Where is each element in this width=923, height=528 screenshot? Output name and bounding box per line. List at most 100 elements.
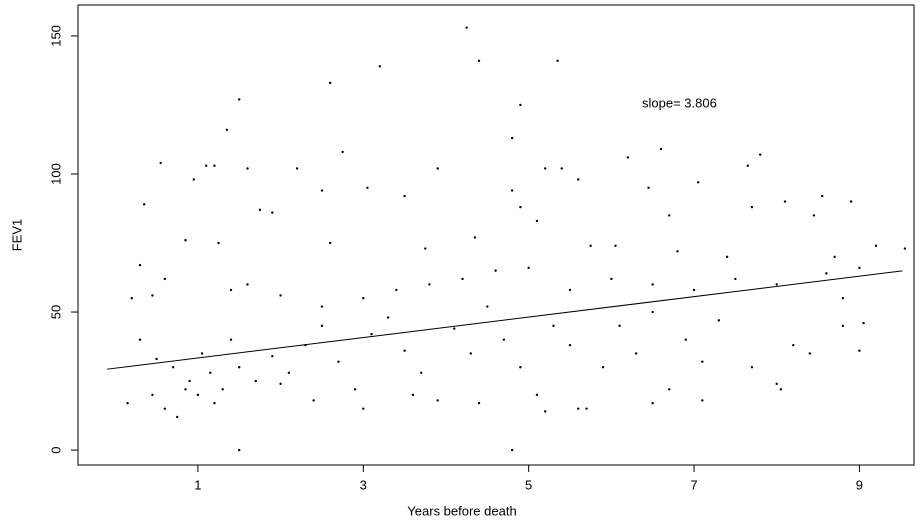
point	[614, 244, 617, 247]
point	[792, 343, 795, 347]
point	[585, 407, 588, 410]
point	[544, 167, 547, 170]
point	[626, 156, 630, 159]
point	[312, 399, 315, 402]
point	[386, 316, 390, 319]
point	[436, 399, 439, 402]
point	[428, 283, 431, 286]
point	[577, 178, 580, 181]
point	[229, 338, 233, 341]
y-tick-label: 50	[48, 305, 63, 319]
point	[821, 194, 824, 198]
point	[601, 366, 605, 369]
point	[775, 283, 778, 286]
point	[469, 352, 472, 355]
point	[424, 247, 427, 250]
point	[494, 269, 497, 272]
point	[238, 448, 241, 452]
point	[225, 128, 229, 132]
point	[188, 379, 191, 383]
point	[204, 164, 208, 167]
point	[320, 305, 324, 308]
point	[668, 214, 671, 217]
point	[519, 103, 522, 107]
annotation: slope= 3.806	[642, 95, 717, 110]
point	[527, 266, 530, 270]
point	[758, 153, 762, 156]
point	[320, 324, 324, 328]
point	[862, 321, 865, 325]
x-tick-label: 9	[856, 477, 863, 492]
x-tick-label: 1	[194, 477, 201, 492]
point	[841, 297, 845, 300]
point	[171, 366, 175, 369]
point	[419, 371, 423, 374]
point	[329, 241, 332, 245]
y-tick-label: 100	[48, 163, 63, 185]
point	[552, 324, 555, 328]
point	[184, 388, 187, 391]
point	[556, 59, 559, 62]
point	[651, 401, 654, 405]
point	[238, 366, 241, 369]
point	[163, 277, 167, 281]
point	[783, 200, 787, 203]
point	[610, 277, 613, 281]
point	[213, 164, 216, 167]
point	[858, 266, 861, 270]
x-tick-label: 7	[690, 477, 697, 492]
point	[874, 244, 878, 247]
point	[734, 277, 737, 281]
point	[659, 147, 663, 151]
point	[395, 288, 398, 292]
point	[159, 161, 162, 165]
x-axis-label: Years before death	[407, 503, 516, 518]
point	[271, 355, 274, 358]
point	[618, 324, 621, 328]
point	[510, 448, 514, 452]
point	[535, 219, 539, 223]
point	[634, 352, 638, 355]
point	[337, 360, 340, 363]
point	[535, 393, 539, 397]
point	[155, 357, 158, 361]
point	[370, 332, 373, 336]
point	[510, 189, 514, 192]
point	[750, 366, 754, 369]
point	[717, 319, 721, 322]
point	[473, 236, 477, 239]
point	[696, 181, 700, 184]
point	[903, 247, 907, 250]
point	[163, 407, 167, 410]
point	[725, 255, 729, 259]
point	[651, 310, 654, 314]
point	[519, 366, 522, 369]
point	[209, 371, 212, 374]
point	[825, 272, 828, 275]
point	[477, 59, 481, 62]
point	[279, 294, 282, 297]
point	[589, 244, 592, 247]
point	[130, 297, 133, 300]
point	[808, 352, 812, 355]
point	[461, 277, 464, 281]
point	[486, 305, 489, 308]
point	[341, 150, 344, 154]
point	[568, 343, 572, 347]
point	[502, 338, 506, 341]
point	[403, 349, 406, 352]
x-tick-label: 3	[360, 477, 367, 492]
point	[320, 189, 324, 192]
point	[295, 167, 299, 170]
point	[519, 205, 522, 209]
point	[200, 352, 204, 355]
point	[192, 178, 195, 181]
point	[568, 288, 572, 292]
point	[775, 382, 778, 386]
point	[701, 360, 704, 363]
point	[138, 263, 142, 267]
y-axis-label: FEV1	[9, 219, 24, 252]
point	[841, 324, 845, 328]
point	[684, 338, 687, 341]
